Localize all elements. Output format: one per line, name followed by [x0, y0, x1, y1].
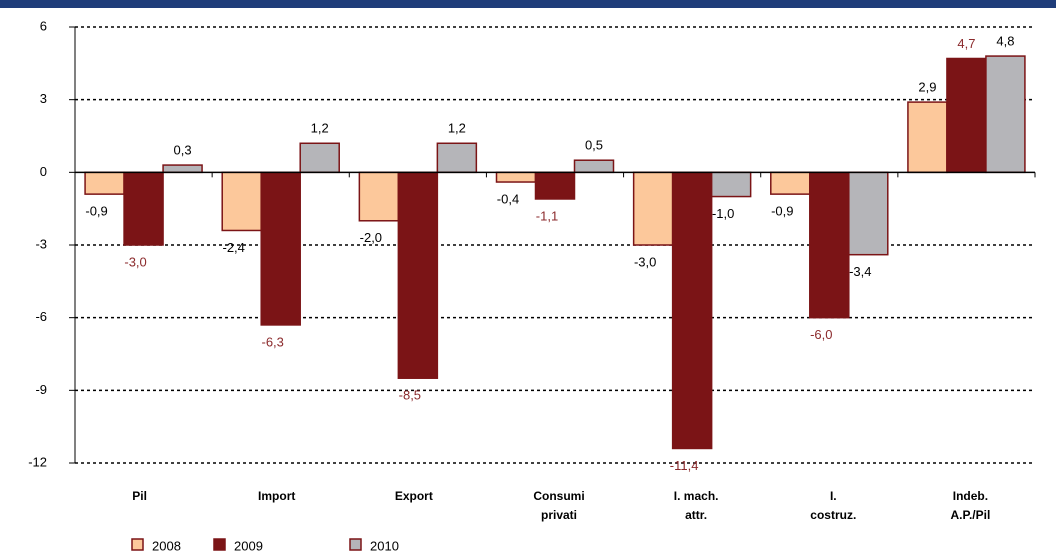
- y-tick-label: -3: [35, 236, 47, 251]
- legend-swatch: [349, 538, 362, 551]
- y-tick-label: -6: [35, 309, 47, 324]
- legend-swatch: [131, 538, 144, 551]
- bar: [809, 171, 850, 319]
- value-label: 0,3: [174, 143, 192, 158]
- legend-label: 2009: [234, 538, 263, 553]
- y-tick-label: -9: [35, 382, 47, 397]
- bar: [573, 159, 615, 174]
- x-tick-label: attr.: [685, 508, 707, 522]
- x-tick-label: I. mach.: [674, 489, 719, 503]
- x-tick-label: Export: [395, 489, 433, 503]
- x-tick-label: Consumi: [533, 489, 584, 503]
- value-label: 4,8: [996, 34, 1014, 49]
- bar: [397, 171, 439, 379]
- value-label: -2,4: [223, 240, 245, 255]
- value-label: -3,0: [634, 254, 656, 269]
- bar: [632, 171, 674, 246]
- x-tick-label: Indeb.: [953, 489, 988, 503]
- y-tick-label: -12: [28, 454, 47, 469]
- bar: [907, 101, 948, 174]
- x-tick-label: Import: [258, 489, 295, 503]
- header-bar: [0, 0, 1056, 8]
- bar: [299, 142, 340, 174]
- value-label: -0,9: [771, 204, 793, 219]
- x-tick-label: A.P./Pil: [951, 508, 991, 522]
- value-label: 1,2: [448, 121, 466, 136]
- value-label: -0,4: [497, 191, 519, 206]
- value-label: -2,0: [360, 230, 382, 245]
- value-label: -3,4: [849, 264, 871, 279]
- bar: [123, 171, 164, 246]
- x-tick-label: costruz.: [810, 508, 856, 522]
- bar: [436, 142, 478, 174]
- value-label: -8,5: [399, 388, 421, 403]
- bar: [84, 171, 125, 195]
- value-label: -0,9: [85, 204, 107, 219]
- x-tick-label: Pil: [132, 489, 147, 503]
- value-label: -1,1: [536, 208, 558, 223]
- value-label: -6,3: [262, 334, 284, 349]
- value-label: 0,5: [585, 138, 603, 153]
- bar: [495, 171, 537, 183]
- y-tick-label: 3: [40, 91, 47, 106]
- value-label: 2,9: [918, 80, 936, 95]
- bar: [848, 171, 889, 256]
- bar: [162, 164, 203, 174]
- x-tick-label: I.: [830, 489, 837, 503]
- legend-label: 2010: [370, 538, 399, 553]
- bar: [221, 171, 262, 232]
- x-tick-label: privati: [541, 508, 577, 522]
- value-label: 1,2: [311, 121, 329, 136]
- bar: [770, 171, 811, 195]
- legend-label: 2008: [152, 538, 181, 553]
- value-label: -3,0: [124, 254, 146, 269]
- legend-swatch: [213, 538, 226, 551]
- value-label: 4,7: [957, 36, 975, 51]
- bar: [358, 171, 400, 222]
- bar: [710, 171, 752, 198]
- bar: [985, 55, 1026, 174]
- bar: [534, 171, 576, 200]
- value-label: -1,0: [712, 206, 734, 221]
- y-tick-label: 6: [40, 18, 47, 33]
- y-tick-label: 0: [40, 164, 47, 179]
- bar: [671, 171, 713, 450]
- bar: [260, 171, 301, 326]
- value-label: -11,4: [670, 458, 699, 473]
- value-label: -6,0: [810, 327, 832, 342]
- bar: [946, 57, 987, 174]
